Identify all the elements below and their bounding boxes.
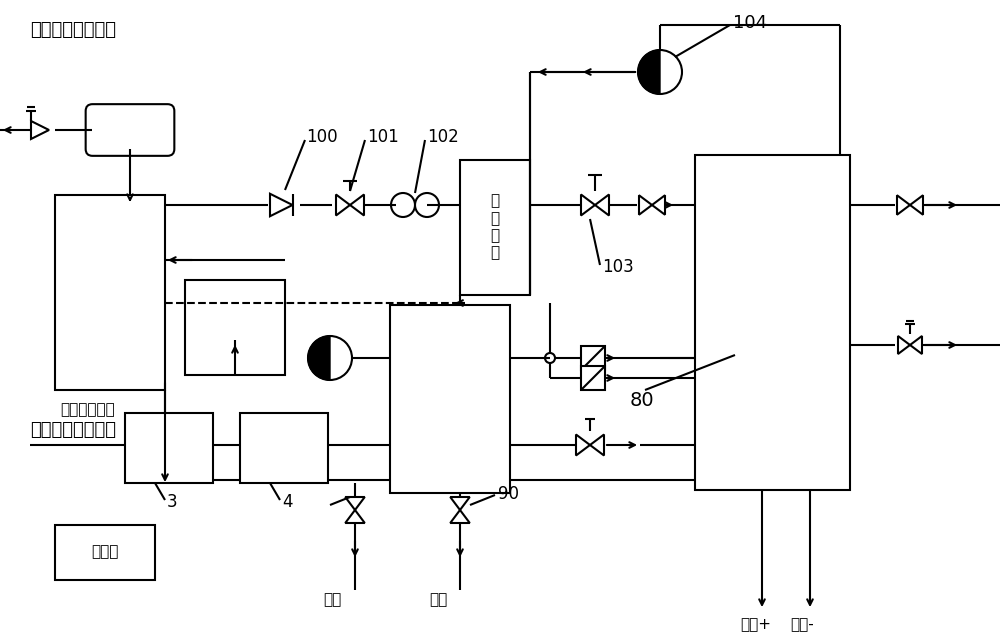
Text: 102: 102 xyxy=(427,128,459,146)
Text: 100: 100 xyxy=(306,128,338,146)
Text: 控制器: 控制器 xyxy=(91,544,119,560)
Bar xyxy=(185,280,285,375)
Bar xyxy=(695,155,850,490)
Text: 80: 80 xyxy=(630,390,655,410)
Text: 发电-: 发电- xyxy=(790,617,814,633)
Text: 101: 101 xyxy=(367,128,399,146)
Bar xyxy=(460,160,530,295)
Text: 增
湿
加
热: 增 湿 加 热 xyxy=(490,194,500,261)
Text: 4: 4 xyxy=(282,493,292,511)
Text: 90: 90 xyxy=(498,485,519,503)
Text: 发电+: 发电+ xyxy=(740,617,771,633)
Text: 104: 104 xyxy=(733,14,767,32)
Text: 排水: 排水 xyxy=(429,592,447,608)
Bar xyxy=(55,195,165,390)
Bar xyxy=(581,346,605,370)
Polygon shape xyxy=(638,50,660,94)
Text: 阳极进气（氢气）: 阳极进气（氢气） xyxy=(30,21,116,39)
Text: 103: 103 xyxy=(602,258,634,276)
Bar xyxy=(240,413,328,483)
Text: 3: 3 xyxy=(167,493,178,511)
Bar xyxy=(125,413,213,483)
Bar xyxy=(581,366,605,390)
Bar xyxy=(390,305,510,493)
Bar xyxy=(55,525,155,580)
Polygon shape xyxy=(308,336,330,380)
FancyBboxPatch shape xyxy=(86,104,174,156)
Text: 阴极进气（空气）: 阴极进气（空气） xyxy=(30,421,116,439)
Text: 冷却控制系统: 冷却控制系统 xyxy=(60,403,115,417)
Text: 排空: 排空 xyxy=(323,592,341,608)
